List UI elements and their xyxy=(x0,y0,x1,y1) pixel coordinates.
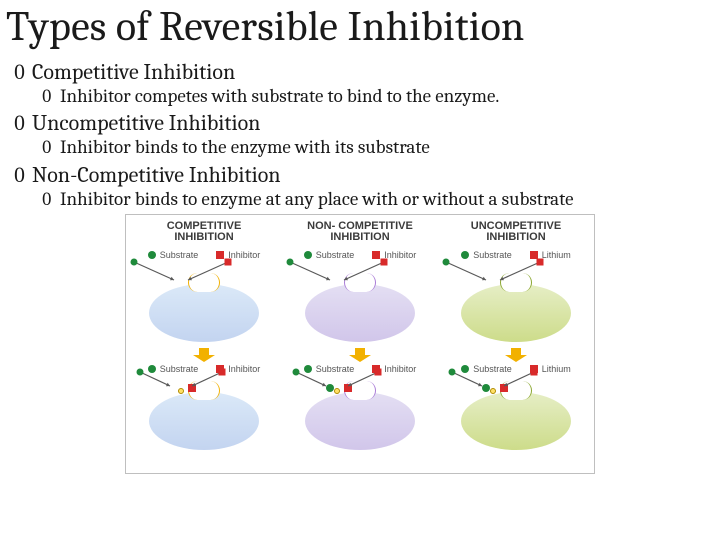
bullet-marker: 0 xyxy=(14,59,32,85)
bullet-list: 0 Competitive Inhibition 0 Inhibitor com… xyxy=(0,55,720,210)
bullet-text: Inhibitor binds to the enzyme with its s… xyxy=(60,137,706,158)
inhibitor-arrow-icon xyxy=(494,256,546,286)
legend-label: Inhibitor xyxy=(228,364,260,374)
inhibitor-arrow-icon xyxy=(342,366,384,392)
enzyme-diagram-bottom xyxy=(282,392,438,450)
enzyme-body-icon xyxy=(305,284,415,342)
down-arrow-icon xyxy=(193,348,215,362)
bullet-text: Uncompetitive Inhibition xyxy=(32,110,706,136)
bullet-lvl2: 0 Inhibitor competes with substrate to b… xyxy=(14,86,706,107)
substrate-arrow-icon xyxy=(128,256,180,286)
bullet-marker: 0 xyxy=(42,86,60,107)
bullet-text: Non-Competitive Inhibition xyxy=(32,162,706,188)
diagram-column: COMPETITIVE INHIBITIONSubstrateInhibitor… xyxy=(126,215,282,473)
inhibitor-arrow-icon xyxy=(498,366,540,392)
inhibitor-arrow-icon xyxy=(338,256,390,286)
legend-label: Lithium xyxy=(542,364,571,374)
enzyme-body-icon xyxy=(461,392,571,450)
enzyme-body-icon xyxy=(149,284,259,342)
substrate-arrow-icon xyxy=(446,366,488,392)
enzyme-body-icon xyxy=(461,284,571,342)
bullet-marker: 0 xyxy=(14,110,32,136)
slide: Types of Reversible Inhibition 0 Competi… xyxy=(0,0,720,540)
bullet-lvl2: 0 Inhibitor binds to enzyme at any place… xyxy=(14,189,706,210)
down-arrow-icon xyxy=(505,348,527,362)
bullet-text: Competitive Inhibition xyxy=(32,59,706,85)
inhibitor-arrow-icon xyxy=(182,256,234,286)
enzyme-diagram-bottom xyxy=(438,392,594,450)
diagram-column-title: COMPETITIVE INHIBITION xyxy=(126,221,282,244)
slide-title: Types of Reversible Inhibition xyxy=(0,0,720,55)
diagram-column: UNCOMPETITIVE INHIBITIONSubstrateLithium… xyxy=(438,215,594,473)
bullet-marker: 0 xyxy=(42,137,60,158)
legend-label: Lithium xyxy=(542,250,571,260)
bullet-marker: 0 xyxy=(14,162,32,188)
legend-label: Inhibitor xyxy=(384,364,416,374)
bullet-marker: 0 xyxy=(42,189,60,210)
diagram-column-title: UNCOMPETITIVE INHIBITION xyxy=(438,221,594,244)
enzyme-diagram-top xyxy=(282,284,438,342)
enzyme-diagram-bottom xyxy=(126,392,282,450)
bullet-lvl2: 0 Inhibitor binds to the enzyme with its… xyxy=(14,137,706,158)
enzyme-diagram-top xyxy=(438,284,594,342)
bullet-lvl1: 0 Uncompetitive Inhibition xyxy=(14,110,706,136)
bullet-text: Inhibitor competes with substrate to bin… xyxy=(60,86,706,107)
inhibition-diagram: COMPETITIVE INHIBITIONSubstrateInhibitor… xyxy=(125,214,595,474)
substrate-arrow-icon xyxy=(290,366,332,392)
enzyme-body-icon xyxy=(149,392,259,450)
bullet-lvl1: 0 Competitive Inhibition xyxy=(14,59,706,85)
active-site-marker-icon xyxy=(490,388,496,394)
enzyme-diagram-top xyxy=(126,284,282,342)
down-arrow-icon xyxy=(349,348,371,362)
active-site-marker-icon xyxy=(334,388,340,394)
substrate-arrow-icon xyxy=(284,256,336,286)
enzyme-body-icon xyxy=(305,392,415,450)
diagram-column-title: NON- COMPETITIVE INHIBITION xyxy=(282,221,438,244)
inhibitor-arrow-icon xyxy=(186,366,228,392)
bullet-text: Inhibitor binds to enzyme at any place w… xyxy=(60,189,706,210)
diagram-column: NON- COMPETITIVE INHIBITIONSubstrateInhi… xyxy=(282,215,438,473)
substrate-arrow-icon xyxy=(440,256,492,286)
bullet-lvl1: 0 Non-Competitive Inhibition xyxy=(14,162,706,188)
active-site-marker-icon xyxy=(178,388,184,394)
substrate-arrow-icon xyxy=(134,366,176,392)
